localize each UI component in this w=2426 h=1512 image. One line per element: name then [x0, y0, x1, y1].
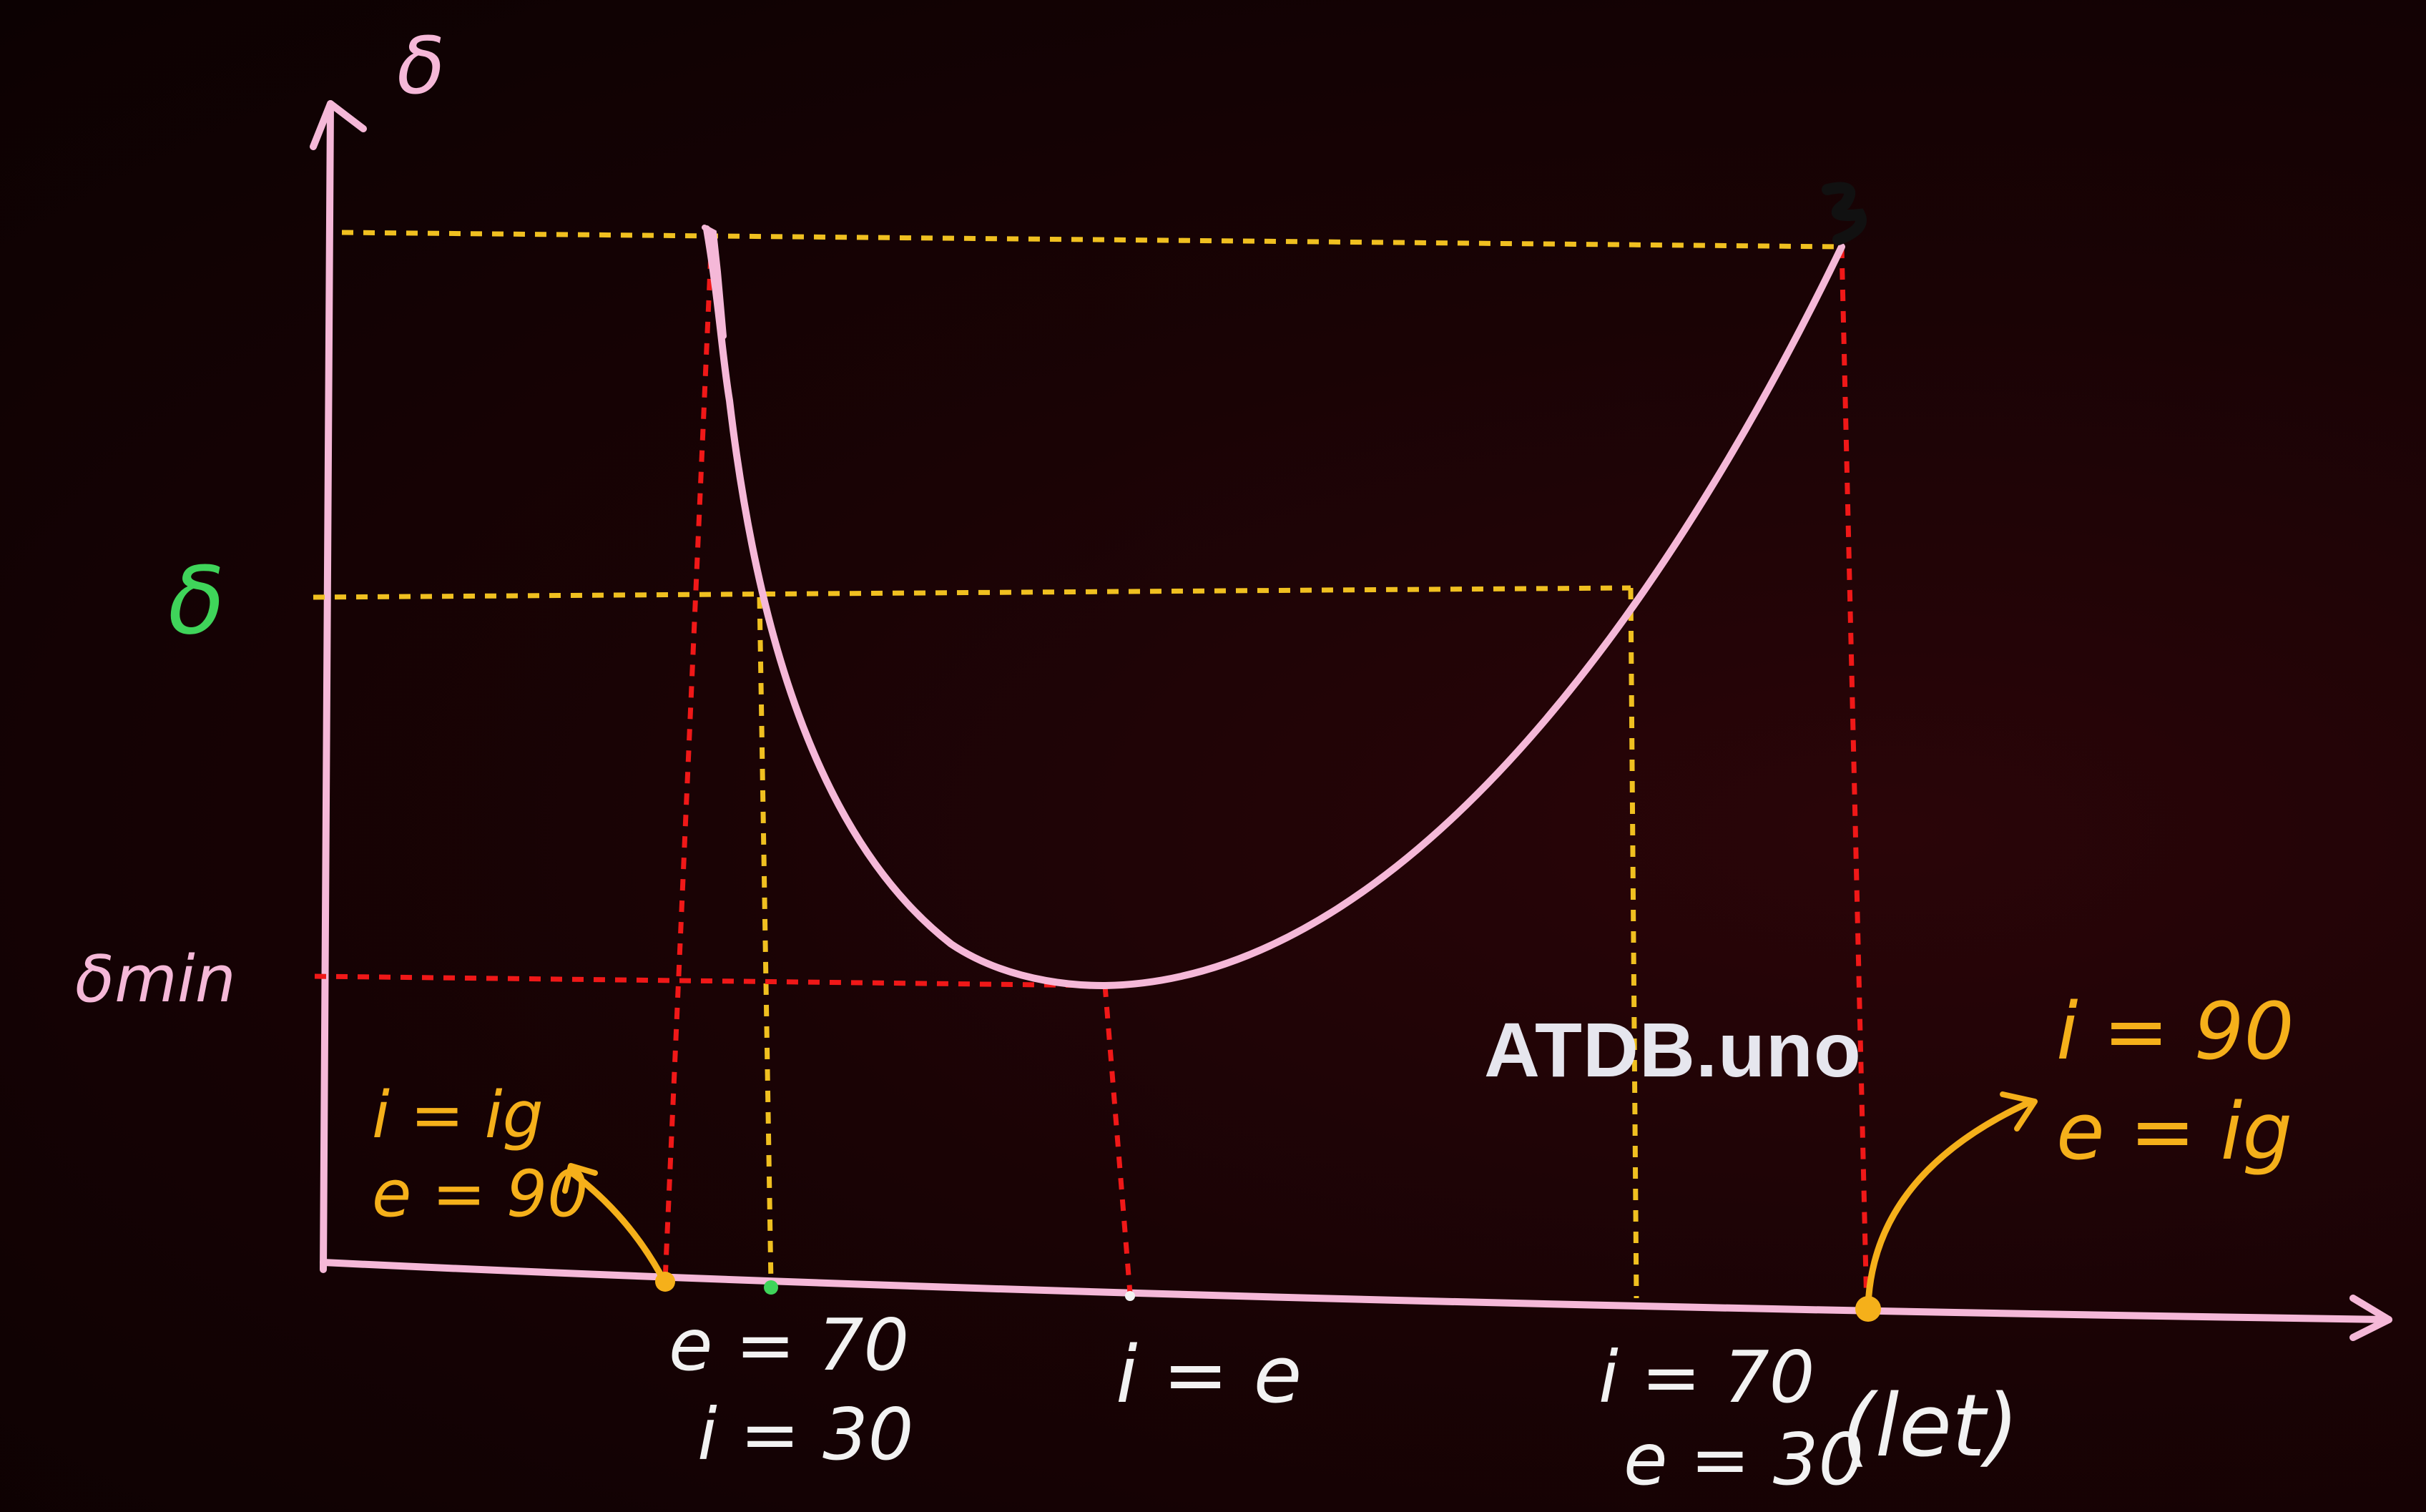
yellow-guides — [313, 230, 1842, 1299]
delta-level-label: δ — [168, 546, 225, 655]
left-pair-e-label: e = 70 — [669, 1303, 909, 1387]
left-grazing-drop — [662, 235, 714, 1281]
x-axis-arrowhead — [2349, 1295, 2392, 1341]
right-grazing-drop — [1839, 246, 1870, 1310]
delta-min-label: δmin — [75, 942, 236, 1017]
delta-min-guide — [314, 973, 1106, 988]
left-grazing-arrow — [569, 1169, 667, 1284]
deviation-curve — [703, 225, 1845, 990]
left-pair-point — [764, 1280, 778, 1295]
min-point-label: i = e — [1116, 1329, 1302, 1420]
y-axis-arrowhead — [310, 100, 367, 150]
left-grazing-arrowhead — [562, 1163, 598, 1194]
right-delta-drop — [1628, 587, 1639, 1299]
right-pair-i-label: i = 70 — [1598, 1335, 1814, 1419]
min-point-marker — [1125, 1291, 1135, 1301]
right-pair-e-label: e = 30 — [1624, 1418, 1864, 1501]
delta-level-guide — [313, 585, 1631, 600]
left-delta-drop — [757, 597, 774, 1285]
left-grazing-e-label: e = 90 — [372, 1157, 589, 1232]
right-grazing-point — [1855, 1296, 1881, 1322]
curve-right-tip-mark — [1822, 182, 1867, 245]
max-delta-guide — [341, 230, 1842, 250]
left-pair-i-label: i = 30 — [697, 1393, 913, 1476]
watermark: ATDB.uno — [1484, 1006, 1862, 1093]
red-guides — [314, 235, 1870, 1310]
min-drop — [1102, 985, 1133, 1294]
x-axis — [320, 1259, 2392, 1323]
right-pair-note: (let) — [1842, 1377, 2019, 1476]
right-grazing-arrowhead — [2000, 1091, 2038, 1131]
y-axis — [320, 100, 334, 1273]
curve-left-tip — [702, 225, 727, 339]
right-grazing-arrow — [1865, 1098, 2035, 1309]
y-axis-label: δ — [397, 20, 445, 112]
right-grazing-e-label: e = ig — [2056, 1086, 2292, 1177]
right-grazing-i-label: i = 90 — [2056, 986, 2294, 1077]
left-grazing-i-label: i = ig — [372, 1078, 544, 1153]
